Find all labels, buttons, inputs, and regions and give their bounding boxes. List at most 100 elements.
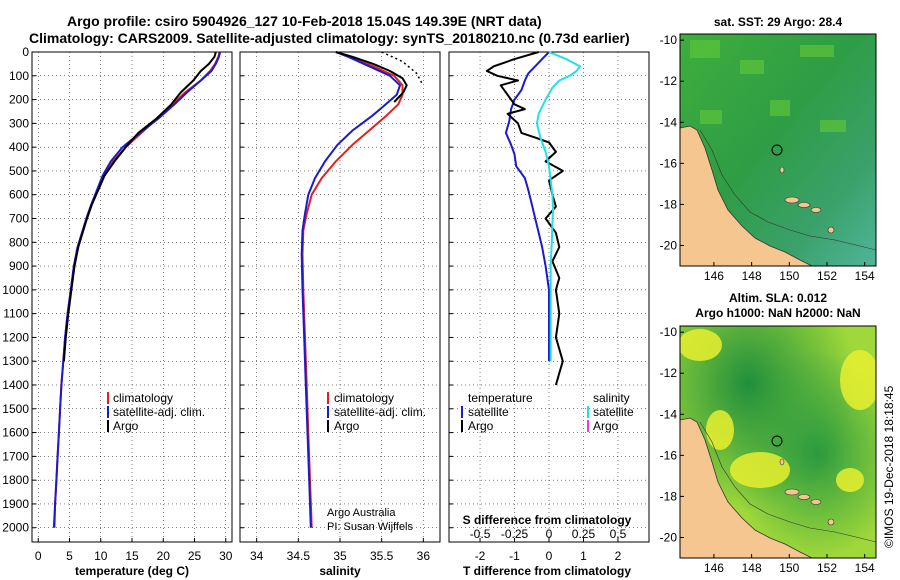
salinity-difference-tick-labels: -0.5 -0.25 0 0.25 0.5 [470,527,627,541]
temperature-panel: 0100200300400500600700800900100011001200… [2,45,232,578]
series-argo [62,51,217,362]
legend-satellite: satellite-adj. clim. [113,405,205,419]
map-lon-tick-label: 150 [779,269,799,283]
legend-s-satellite: satellite [593,405,634,419]
salinity-legend: climatology satellite-adj. clim. Argo [327,391,426,433]
x-tick-label: 2 [615,549,622,563]
map-lat-tick-label: -12 [660,366,678,380]
x-tick-label: 25 [188,549,202,563]
sla-coastline [680,417,813,558]
x-tick-label: 1 [580,549,587,563]
legend-s-argo: Argo [593,419,619,433]
sla-reef-edge [699,421,876,543]
depth-tick-label: 1100 [3,307,29,321]
title-line-1: Argo profile: csiro 5904926_127 10-Feb-2… [67,13,542,29]
temperature-tick-labels: 0 5 10 15 20 25 30 [35,549,233,563]
map-lon-tick-label: 154 [855,561,875,575]
sla-map-frame [679,325,877,559]
depth-tick-label: 1600 [2,426,29,440]
map-lon-tick-label: 150 [779,561,799,575]
x-tick-label: -2 [475,549,486,563]
x-tick-label: 20 [157,549,171,563]
difference-panel: -0.5 -0.25 0 0.25 0.5 -2 -1 0 1 2 S difference f… [448,51,650,578]
x-tick-label: 10 [94,549,108,563]
salinity-axis-label: salinity [319,564,361,578]
map-lat-tick-label: -16 [660,448,678,462]
map-lon-tick-label: 148 [742,561,762,575]
map-lon-tick-label: 146 [704,269,724,283]
sla-high-patches [680,329,876,492]
sst-argo-location-marker [771,144,783,156]
sst-reef-edge [699,129,876,251]
sst-map-frame [679,33,877,267]
sla-islands [779,458,835,526]
depth-tick-label: 300 [9,116,29,130]
difference-legend: temperature salinity satellite Argo sate… [461,391,634,433]
temperature-axis-label: temperature (deg C) [75,564,189,578]
s-diff-tick-label: -0.5 [470,527,491,541]
salinity-grid [240,51,440,542]
x-tick-label: 5 [66,549,73,563]
temperature-legend: climatology satellite-adj. clim. Argo [107,391,205,433]
depth-tick-label: 2000 [2,521,29,535]
map-lon-tick-label: 152 [817,269,837,283]
sst-map-tick-labels: 146 148 150 152 154 -10 -12 -14 -16 -18 -20 [660,33,875,283]
series-dotted-reference [381,51,423,84]
map-lat-tick-label: -16 [660,156,678,170]
sla-argo-location-marker [771,435,783,447]
series-argo [335,51,408,103]
series-satellite-adj-clim- [300,51,401,528]
depth-tick-label: 1000 [2,283,29,297]
altimetry-map-title-1: Altim. SLA: 0.012 [729,291,827,305]
series-t-satellite [504,51,550,362]
depth-tick-label: 800 [9,235,29,249]
legend-argo: Argo [113,419,139,433]
salinity-lines [300,51,423,528]
t-difference-axis-label: T difference from climatology [463,564,631,578]
s-diff-tick-label: 0.5 [610,527,627,541]
x-tick-label: 35.5 [370,549,394,563]
sst-islands [779,166,835,234]
depth-tick-label: 1500 [2,402,29,416]
map-lon-tick-label: 152 [817,561,837,575]
series-t-argo [485,51,564,386]
x-tick-label: 0 [546,549,553,563]
map-lat-tick-label: -14 [660,115,678,129]
legend-climatology: climatology [113,391,173,405]
depth-tick-label: 100 [9,69,29,83]
sst-warm-patches [690,40,846,132]
x-tick-label: 35 [333,549,347,563]
sst-map: sat. SST: 29 Argo: 28.4 146 148 150 152 154 -… [660,15,877,283]
legend-t-argo: Argo [468,419,494,433]
temperature-lines [52,51,222,528]
map-lat-tick-label: -18 [660,197,678,211]
legend-header-temperature: temperature [468,391,533,405]
map-lat-tick-label: -12 [660,74,678,88]
x-tick-label: 30 [219,549,233,563]
altimetry-map-title-2: Argo h1000: NaN h2000: NaN [695,306,860,320]
map-lat-tick-label: -18 [660,489,678,503]
salinity-panel: 34 34.5 35 35.5 36 salinity climatology sate… [239,51,441,578]
title-line-2: Climatology: CARS2009. Satellite-adjuste… [29,30,630,46]
legend-t-satellite: satellite [468,405,509,419]
x-tick-label: 34.5 [287,549,311,563]
map-lon-tick-label: 154 [855,269,875,283]
legend-climatology: climatology [334,391,394,405]
x-tick-label: 15 [125,549,139,563]
map-lat-tick-label: -20 [660,530,678,544]
depth-tick-label: 600 [9,188,29,202]
x-tick-label: 0 [35,549,42,563]
depth-tick-label: 1300 [2,354,29,368]
depth-tick-label: 1800 [2,473,29,487]
depth-tick-label: 1200 [2,330,29,344]
map-lat-tick-label: -14 [660,407,678,421]
sla-map-tick-labels: 146 148 150 152 154 -10 -12 -14 -16 -18 -20 [660,325,875,575]
s-diff-tick-label: 0.25 [572,527,596,541]
imos-timestamp: ©IMOS 19-Dec-2018 18:18:45 [882,385,896,548]
sst-map-title: sat. SST: 29 Argo: 28.4 [714,15,843,29]
map-lon-tick-label: 146 [704,561,724,575]
salinity-tick-labels: 34 34.5 35 35.5 36 [250,549,430,563]
s-diff-tick-label: 0 [546,527,553,541]
depth-tick-labels: 0 100 200 300 400 500 600 700 800 900 1000 1100 1200… [2,45,29,535]
